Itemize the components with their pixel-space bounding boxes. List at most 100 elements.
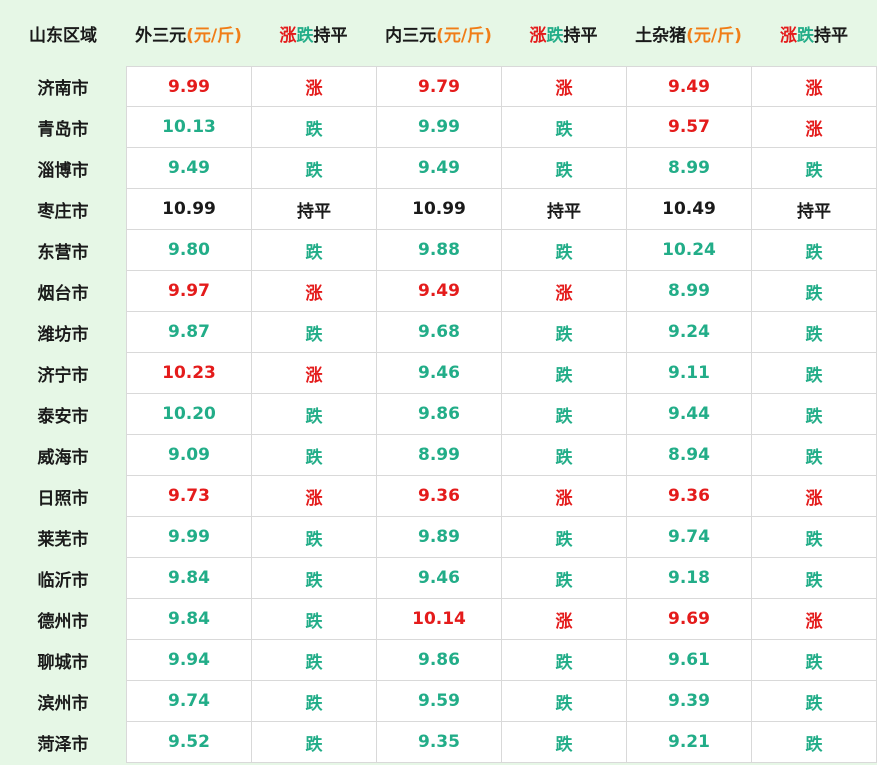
trend-cell: 持平 bbox=[251, 189, 376, 230]
trend-cell: 涨 bbox=[751, 66, 877, 107]
trend-cell: 涨 bbox=[251, 476, 376, 517]
price-cell: 9.99 bbox=[376, 107, 501, 148]
price-cell: 9.80 bbox=[126, 230, 251, 271]
trend-cell: 涨 bbox=[751, 107, 877, 148]
trend-cell: 跌 bbox=[251, 107, 376, 148]
price-cell: 9.59 bbox=[376, 681, 501, 722]
trend-cell: 涨 bbox=[251, 66, 376, 107]
table-row: 东营市 9.80 跌 9.88 跌 10.24 跌 bbox=[0, 230, 877, 271]
city-cell: 德州市 bbox=[0, 599, 126, 640]
price-cell: 10.20 bbox=[126, 394, 251, 435]
price-cell: 9.36 bbox=[626, 476, 751, 517]
trend-cell: 涨 bbox=[751, 599, 877, 640]
trend-cell: 跌 bbox=[501, 517, 626, 558]
city-cell: 济南市 bbox=[0, 66, 126, 107]
header-unit: (元/斤) bbox=[436, 25, 492, 46]
trend-cell: 跌 bbox=[751, 722, 877, 763]
city-cell: 潍坊市 bbox=[0, 312, 126, 353]
trend-cell: 涨 bbox=[501, 66, 626, 107]
price-cell: 9.99 bbox=[126, 517, 251, 558]
trend-cell: 跌 bbox=[751, 312, 877, 353]
trend-cell: 跌 bbox=[251, 394, 376, 435]
trend-cell: 涨 bbox=[501, 476, 626, 517]
price-cell: 9.46 bbox=[376, 353, 501, 394]
header-region: 山东区域 bbox=[29, 25, 97, 46]
price-cell: 9.49 bbox=[126, 148, 251, 189]
price-cell: 9.44 bbox=[626, 394, 751, 435]
table-row: 德州市 9.84 跌 10.14 涨 9.69 涨 bbox=[0, 599, 877, 640]
city-cell: 莱芜市 bbox=[0, 517, 126, 558]
table-row: 菏泽市 9.52 跌 9.35 跌 9.21 跌 bbox=[0, 722, 877, 763]
header-col2: 内三元 (元/斤) bbox=[376, 0, 501, 66]
city-cell: 烟台市 bbox=[0, 271, 126, 312]
trend-cell: 跌 bbox=[251, 681, 376, 722]
header-trend2: 涨跌持平 bbox=[529, 25, 598, 46]
table-row: 莱芜市 9.99 跌 9.89 跌 9.74 跌 bbox=[0, 517, 877, 558]
trend-cell: 跌 bbox=[501, 148, 626, 189]
trend-cell: 跌 bbox=[501, 722, 626, 763]
city-cell: 淄博市 bbox=[0, 148, 126, 189]
trend-cell: 跌 bbox=[751, 681, 877, 722]
price-cell: 9.99 bbox=[126, 66, 251, 107]
trend-cell: 跌 bbox=[251, 599, 376, 640]
table-row: 枣庄市 10.99 持平 10.99 持平 10.49 持平 bbox=[0, 189, 877, 230]
price-cell: 9.61 bbox=[626, 640, 751, 681]
price-cell: 10.24 bbox=[626, 230, 751, 271]
table-row: 滨州市 9.74 跌 9.59 跌 9.39 跌 bbox=[0, 681, 877, 722]
price-cell: 9.87 bbox=[126, 312, 251, 353]
price-cell: 8.99 bbox=[626, 148, 751, 189]
header-col1: 外三元 (元/斤) bbox=[126, 0, 251, 66]
trend-cell: 跌 bbox=[251, 558, 376, 599]
price-cell: 9.11 bbox=[626, 353, 751, 394]
city-cell: 威海市 bbox=[0, 435, 126, 476]
trend-cell: 跌 bbox=[751, 148, 877, 189]
trend-cell: 跌 bbox=[751, 640, 877, 681]
price-cell: 9.68 bbox=[376, 312, 501, 353]
city-cell: 枣庄市 bbox=[0, 189, 126, 230]
price-cell: 9.74 bbox=[126, 681, 251, 722]
table-row: 威海市 9.09 跌 8.99 跌 8.94 跌 bbox=[0, 435, 877, 476]
price-cell: 9.09 bbox=[126, 435, 251, 476]
price-cell: 9.57 bbox=[626, 107, 751, 148]
trend-cell: 跌 bbox=[751, 517, 877, 558]
trend-cell: 跌 bbox=[251, 230, 376, 271]
trend-cell: 跌 bbox=[501, 107, 626, 148]
price-cell: 9.24 bbox=[626, 312, 751, 353]
city-cell: 泰安市 bbox=[0, 394, 126, 435]
price-cell: 10.13 bbox=[126, 107, 251, 148]
price-cell: 9.84 bbox=[126, 599, 251, 640]
price-cell: 8.99 bbox=[376, 435, 501, 476]
table-body: 济南市 9.99 涨 9.79 涨 9.49 涨青岛市 10.13 跌 9.99 跌 9.57 涨淄博市… bbox=[0, 66, 877, 763]
price-cell: 9.49 bbox=[376, 148, 501, 189]
table-row: 济宁市 10.23 涨 9.46 跌 9.11 跌 bbox=[0, 353, 877, 394]
trend-cell: 跌 bbox=[251, 312, 376, 353]
price-cell: 10.14 bbox=[376, 599, 501, 640]
price-cell: 8.94 bbox=[626, 435, 751, 476]
price-cell: 10.49 bbox=[626, 189, 751, 230]
price-cell: 9.79 bbox=[376, 66, 501, 107]
table-row: 烟台市 9.97 涨 9.49 涨 8.99 跌 bbox=[0, 271, 877, 312]
price-cell: 9.89 bbox=[376, 517, 501, 558]
trend-cell: 跌 bbox=[751, 271, 877, 312]
city-cell: 青岛市 bbox=[0, 107, 126, 148]
city-cell: 日照市 bbox=[0, 476, 126, 517]
table-row: 聊城市 9.94 跌 9.86 跌 9.61 跌 bbox=[0, 640, 877, 681]
price-cell: 9.86 bbox=[376, 640, 501, 681]
trend-cell: 跌 bbox=[501, 435, 626, 476]
trend-cell: 跌 bbox=[501, 230, 626, 271]
trend-cell: 跌 bbox=[501, 640, 626, 681]
header-col3: 土杂猪 (元/斤) bbox=[626, 0, 751, 66]
city-cell: 聊城市 bbox=[0, 640, 126, 681]
trend-cell: 跌 bbox=[501, 394, 626, 435]
price-cell: 9.73 bbox=[126, 476, 251, 517]
table-row: 日照市 9.73 涨 9.36 涨 9.36 涨 bbox=[0, 476, 877, 517]
price-cell: 10.99 bbox=[376, 189, 501, 230]
price-cell: 9.69 bbox=[626, 599, 751, 640]
price-cell: 9.97 bbox=[126, 271, 251, 312]
price-cell: 9.86 bbox=[376, 394, 501, 435]
price-cell: 9.74 bbox=[626, 517, 751, 558]
city-cell: 滨州市 bbox=[0, 681, 126, 722]
price-cell: 9.88 bbox=[376, 230, 501, 271]
trend-cell: 涨 bbox=[751, 476, 877, 517]
